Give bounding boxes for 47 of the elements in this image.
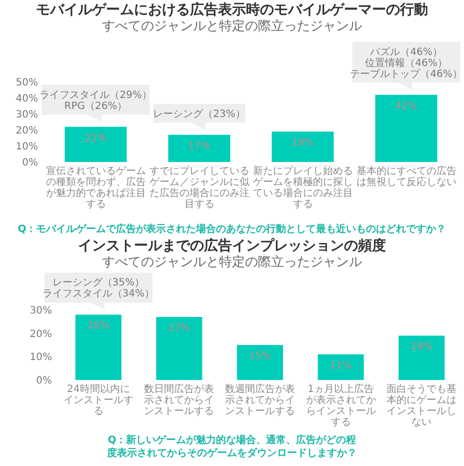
data-label: 42% <box>395 100 418 112</box>
data-label: 19% <box>292 138 314 149</box>
y-tick-label: 30% <box>16 110 38 120</box>
y-tick-label: 10% <box>16 142 38 152</box>
x-tick-label: 1ヵ月以上広告が表示されてからインストールする <box>306 383 376 428</box>
annotation: レーシング（23%） <box>153 108 246 120</box>
y-tick-label: 50% <box>16 78 38 88</box>
data-label: 17% <box>188 140 210 152</box>
x-tick-label: 数週間広告が表示されてからインストールする <box>225 383 295 417</box>
y-tick-label: 20% <box>16 126 38 136</box>
data-label: 28% <box>87 320 110 332</box>
x-tick-label: 宣伝されているゲームの種類を問わず、広告が魅力的であれば注目する <box>46 165 146 210</box>
x-tick-label: すでにプレイしているゲーム／ジャンルに似た広告の場合にのみ注目する <box>149 165 250 210</box>
x-tick-label: 新たにプレイし始めるゲームを積極的に探している場合にのみ注目する <box>252 165 353 210</box>
data-label: 15% <box>248 351 272 362</box>
annotation: レーシング（35%）ライフスタイル（34%） <box>42 278 155 300</box>
data-label: 11% <box>330 360 352 372</box>
y-tick-label: 40% <box>16 94 38 104</box>
x-tick-label: 面白そうでも基本的にゲームはインストールしない <box>386 383 457 428</box>
chart-subtitle: すべてのジャンルと特定の際立ったジャンル <box>102 254 362 270</box>
chart-title: モバイルゲームにおける広告表示時のモバイルゲーマーの行動 <box>36 1 428 18</box>
bar <box>398 336 445 380</box>
chart-title: インストールまでの広告インプレッションの頻度 <box>78 237 386 254</box>
bar <box>64 126 127 162</box>
y-tick-label: 0% <box>22 158 38 168</box>
y-tick-label: 10% <box>30 352 52 364</box>
data-label: 27% <box>168 323 190 334</box>
x-tick-label: 基本的にすべての広告は無視して反応しない <box>356 165 456 188</box>
x-tick-label: 数日間広告が表示されてからインストールする <box>144 383 214 417</box>
y-tick-label: 0% <box>36 376 52 386</box>
annotation: パズル（46%）位置情報（46%）テーブルトップ（46%） <box>350 46 462 80</box>
bar <box>318 354 364 380</box>
bar <box>168 134 230 162</box>
bar <box>156 317 202 380</box>
data-label: 22% <box>84 132 107 144</box>
data-label: 19% <box>410 342 433 353</box>
chart-subtitle: すべてのジャンルと特定の際立ったジャンル <box>102 18 362 34</box>
text: Q：新しいゲームが魅力的な場合、通常、広告がどの程度表示されてからそのゲームをダウンロードしますか？ <box>106 434 357 459</box>
y-tick-label: 20% <box>30 328 52 340</box>
y-tick-label: 30% <box>30 306 52 316</box>
annotation: ライフスタイル（29%）RPG（26%） <box>40 90 152 112</box>
x-tick-label: 24時間以内にインストールする <box>63 383 134 417</box>
bar <box>375 94 438 162</box>
bar <box>237 345 283 380</box>
bar <box>75 314 122 380</box>
bar <box>272 132 334 162</box>
text: Q：モバイルゲームで広告が表示された場合のあなたの行動として最も近いものはどれですか？ <box>18 223 446 235</box>
